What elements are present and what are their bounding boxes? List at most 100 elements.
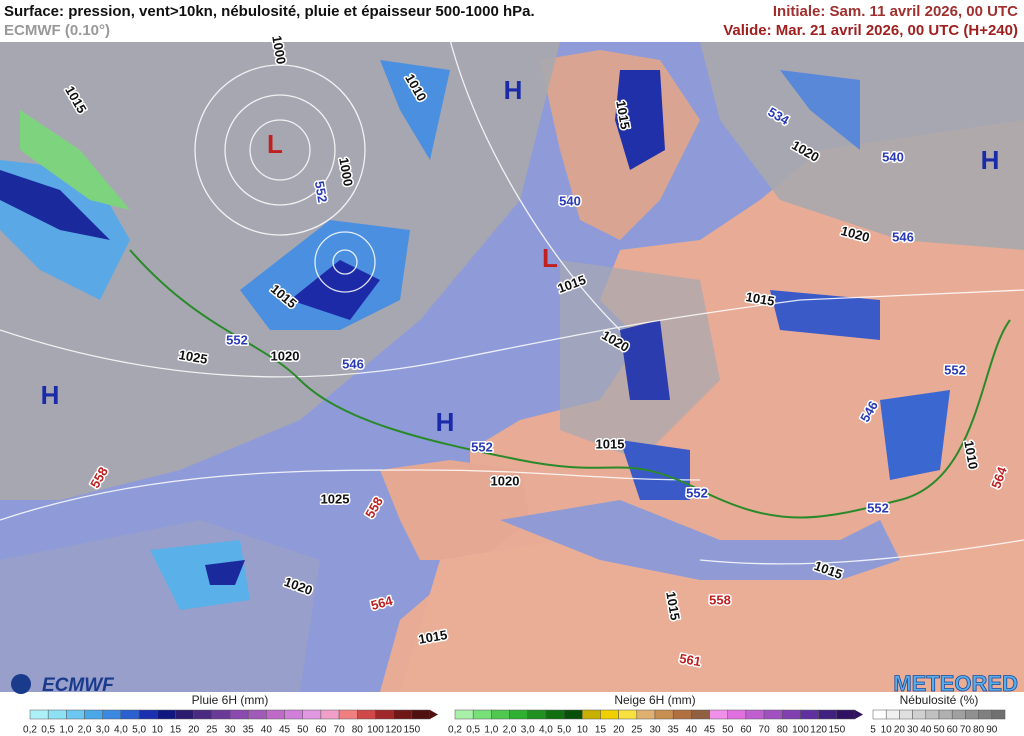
legend-tick: 35 — [668, 725, 680, 736]
legend-swatch — [745, 709, 765, 720]
legend-swatch — [582, 709, 601, 720]
legend-tick: 100 — [367, 725, 384, 736]
contour-label: 1020 — [271, 348, 300, 363]
legend-swatch — [636, 709, 656, 720]
contour-label: 552 — [226, 332, 248, 347]
contour-label: 1015 — [613, 99, 633, 130]
legend-swatch — [284, 709, 303, 720]
legend-swatch — [872, 709, 887, 720]
legend-swatch — [654, 709, 674, 720]
legend-swatch — [782, 709, 801, 720]
land-north-africa — [400, 540, 1024, 692]
legend-tick: 50 — [297, 725, 309, 736]
legend-swatch — [247, 709, 267, 720]
legend-tick: 4,0 — [114, 725, 128, 736]
contour-label: 546 — [342, 356, 364, 371]
contour-label: 552 — [312, 180, 331, 204]
legend-tick: 3,0 — [521, 725, 535, 736]
legend-tick: 150 — [403, 725, 420, 736]
contour-label: 1025 — [178, 347, 209, 367]
legend-swatch — [951, 709, 966, 720]
legend-swatch — [563, 709, 583, 720]
legend-swatch — [472, 709, 492, 720]
rain-area — [780, 70, 860, 150]
contour-label: 1000 — [269, 34, 289, 65]
legend-tick: 50 — [722, 725, 734, 736]
legend-tick: 80 — [777, 725, 789, 736]
contour-label: 540 — [559, 193, 581, 208]
legend-tick: 0,2 — [448, 725, 462, 736]
legend-swatch — [800, 709, 819, 720]
legend-swatch — [47, 709, 67, 720]
legend-swatch — [211, 709, 231, 720]
legend-tick: 1,0 — [59, 725, 73, 736]
legend-title: Nébulosité (%) — [900, 693, 979, 707]
legend-swatch — [727, 709, 747, 720]
legend-swatch — [193, 709, 213, 720]
legend-swatch — [411, 709, 431, 720]
legend-swatch — [120, 709, 140, 720]
legend-swatch — [175, 709, 194, 720]
legend-tick: 10 — [152, 725, 164, 736]
legend-swatch — [672, 709, 692, 720]
thickness-line — [129, 249, 1011, 519]
legend-swatch — [691, 709, 710, 720]
pressure-center: H — [504, 75, 523, 105]
legend-tick: 70 — [960, 725, 972, 736]
legend-tick: 45 — [279, 725, 291, 736]
legend-swatch — [925, 709, 940, 720]
legend-swatch — [600, 709, 619, 720]
pressure-center: L — [267, 129, 283, 159]
rain-area — [770, 290, 880, 340]
legend-tick: 80 — [352, 725, 364, 736]
legend-swatch — [266, 709, 285, 720]
legend-tick: 0,5 — [41, 725, 55, 736]
legend-swatch — [836, 709, 856, 720]
legend-swatch — [545, 709, 565, 720]
ecmwf-icon — [11, 674, 31, 694]
initial-time: Initiale: Sam. 11 avril 2026, 00 UTC — [773, 3, 1018, 20]
legend-swatch — [29, 709, 49, 720]
legend-swatch — [763, 709, 783, 720]
legend-tick: 60 — [315, 725, 327, 736]
legend-tick: 40 — [920, 725, 932, 736]
contour-label: 1000 — [336, 156, 356, 187]
legend-tick: 15 — [595, 725, 607, 736]
legend-tick: 60 — [740, 725, 752, 736]
contour-label: 552 — [944, 362, 966, 377]
isobars — [0, 39, 1024, 565]
legend-arrow — [855, 710, 863, 719]
legend-swatch — [491, 709, 510, 720]
land-iberia — [380, 460, 530, 560]
legend-tick: 20 — [613, 725, 625, 736]
rain-core — [615, 70, 665, 170]
legend-tick: 70 — [334, 725, 346, 736]
legend: Pluie 6H (mm) 0,2 0,5 1,0 2,0 3,0 4,0 5,0 10 15 20… — [23, 693, 1006, 736]
legend-tick: 150 — [828, 725, 845, 736]
contour-label: 546 — [892, 229, 914, 244]
legend-tick: 4,0 — [539, 725, 553, 736]
title: Surface: pression, vent>10kn, nébulosité… — [4, 3, 535, 20]
contour-label: 1015 — [596, 436, 625, 451]
legend-tick: 45 — [704, 725, 716, 736]
cloud-russia — [700, 42, 1024, 250]
contour-label: 540 — [882, 149, 904, 164]
legend-swatch — [991, 709, 1006, 720]
rain-area — [150, 540, 250, 610]
legend-swatch — [338, 709, 358, 720]
pressure-center: H — [981, 145, 1000, 175]
contour-label: 552 — [867, 500, 889, 515]
legend-tick: 10 — [881, 725, 893, 736]
legend-swatch — [454, 709, 474, 720]
legend-tick: 40 — [686, 725, 698, 736]
legend-tick: 120 — [810, 725, 827, 736]
legend-swatch — [229, 709, 249, 720]
legend-tick: 0,5 — [466, 725, 480, 736]
ecmwf-logo: ECMWF — [42, 675, 115, 696]
contour-label: 1015 — [417, 627, 448, 647]
legend-tick: 20 — [188, 725, 200, 736]
legend-swatch — [320, 709, 340, 720]
pressure-center: H — [41, 380, 60, 410]
legend-tick: 5,0 — [557, 725, 571, 736]
